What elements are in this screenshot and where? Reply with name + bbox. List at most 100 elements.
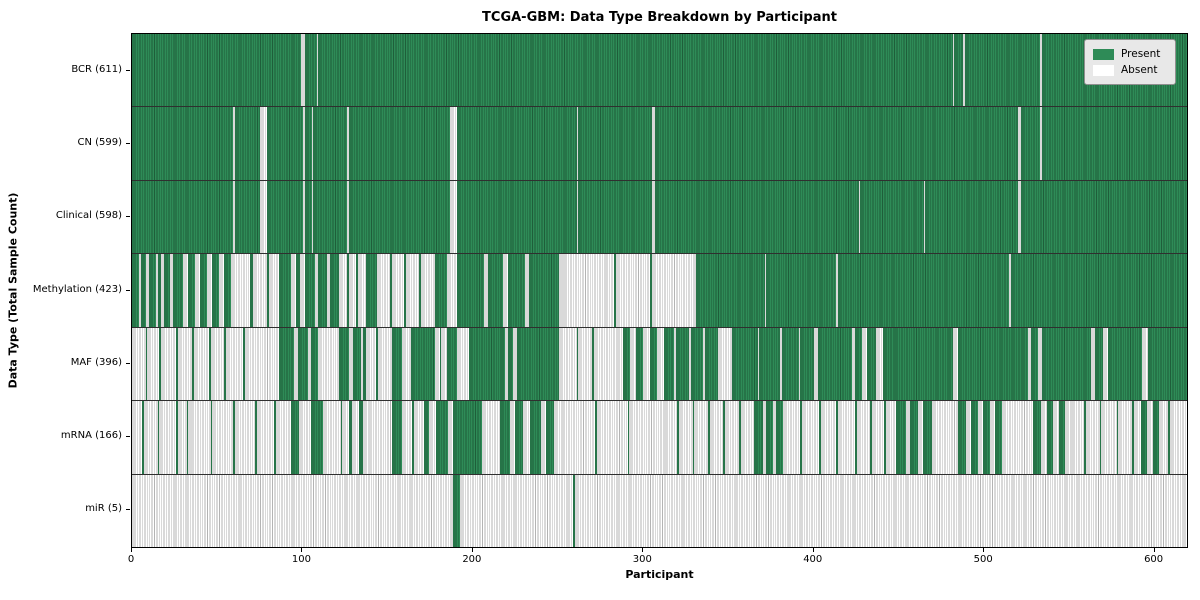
present-run	[132, 180, 233, 254]
present-run	[304, 107, 312, 180]
absent-run	[178, 401, 187, 474]
absent-run	[872, 401, 885, 474]
x-tick-label: 0	[127, 554, 135, 565]
absent-run	[429, 401, 437, 474]
absent-run	[1159, 401, 1168, 474]
present-run	[359, 401, 363, 474]
y-tick-label: CN (599)	[77, 136, 122, 148]
absent-run	[629, 327, 637, 401]
x-tick-label: 500	[973, 554, 993, 565]
absent-run	[764, 254, 767, 327]
absent-run	[159, 401, 177, 474]
absent-run	[161, 327, 177, 401]
absent-run	[232, 180, 235, 254]
x-tick-mark	[131, 548, 132, 552]
present-run	[1021, 327, 1028, 401]
absent-run	[1017, 180, 1022, 254]
present-run	[446, 327, 457, 401]
absent-run	[323, 401, 341, 474]
present-run	[142, 401, 144, 474]
absent-run	[326, 254, 331, 327]
absent-run	[362, 401, 368, 474]
present-run	[157, 254, 162, 327]
y-tick-mark	[126, 142, 130, 144]
absent-run	[990, 401, 996, 474]
present-run	[578, 180, 652, 254]
absent-run	[155, 254, 158, 327]
present-run	[675, 327, 690, 401]
absent-run	[525, 254, 529, 327]
present-run	[1084, 401, 1086, 474]
present-run	[366, 254, 377, 327]
present-run	[896, 401, 907, 474]
present-run	[255, 401, 257, 474]
present-run	[304, 254, 315, 327]
absent-run	[161, 254, 165, 327]
absent-run	[656, 327, 664, 401]
x-tick-label: 600	[1144, 554, 1164, 565]
present-run	[355, 254, 358, 327]
present-run	[781, 327, 799, 401]
present-run	[545, 401, 555, 474]
present-run	[1031, 327, 1039, 401]
present-run	[925, 180, 1018, 254]
absent-run	[504, 327, 509, 401]
absent-run	[299, 401, 312, 474]
heatmap-row	[132, 34, 1187, 107]
absent-run	[561, 401, 596, 474]
absent-run	[694, 401, 709, 474]
absent-run	[820, 401, 837, 474]
absent-run	[540, 401, 546, 474]
present-run	[754, 401, 763, 474]
x-tick-label: 400	[803, 554, 823, 565]
absent-run	[875, 327, 883, 401]
absent-run	[615, 254, 651, 327]
present-run	[267, 107, 303, 180]
y-tick-label: BCR (611)	[71, 63, 122, 75]
absent-run	[448, 401, 454, 474]
absent-run	[1118, 401, 1133, 474]
y-tick-mark	[126, 436, 130, 438]
absent-run	[1027, 327, 1032, 401]
chart-title: TCGA-GBM: Data Type Breakdown by Partici…	[482, 10, 837, 25]
absent-run	[1017, 107, 1022, 180]
absent-run	[651, 180, 656, 254]
absent-run	[434, 327, 440, 401]
absent-run	[145, 254, 150, 327]
present-run	[1010, 254, 1187, 327]
absent-run	[851, 327, 856, 401]
present-run	[1099, 401, 1102, 474]
legend-present-label: Present	[1121, 48, 1161, 60]
present-run	[1021, 107, 1040, 180]
present-run	[627, 401, 630, 474]
present-run	[1021, 180, 1187, 254]
present-run	[696, 254, 765, 327]
present-run	[290, 401, 300, 474]
present-run	[650, 327, 657, 401]
absent-run	[718, 327, 733, 401]
present-run	[362, 327, 367, 401]
present-run	[410, 327, 435, 401]
absent-run	[1009, 254, 1011, 327]
absent-run	[932, 401, 958, 474]
absent-run	[574, 474, 1187, 547]
absent-run	[132, 474, 454, 547]
absent-run	[578, 327, 592, 401]
present-run	[208, 327, 211, 401]
absent-run	[193, 327, 209, 401]
absent-run	[294, 327, 298, 401]
present-run	[419, 254, 421, 327]
absent-run	[347, 107, 350, 180]
absent-run	[559, 327, 577, 401]
absent-run	[966, 401, 972, 474]
present-run	[723, 401, 726, 474]
absent-run	[231, 254, 250, 327]
absent-run	[420, 254, 435, 327]
present-run	[957, 327, 1022, 401]
present-run	[650, 254, 652, 327]
present-run	[456, 107, 577, 180]
y-tick-label: MAF (396)	[70, 356, 122, 368]
absent-run	[450, 107, 457, 180]
present-run	[391, 401, 403, 474]
present-run	[424, 401, 430, 474]
